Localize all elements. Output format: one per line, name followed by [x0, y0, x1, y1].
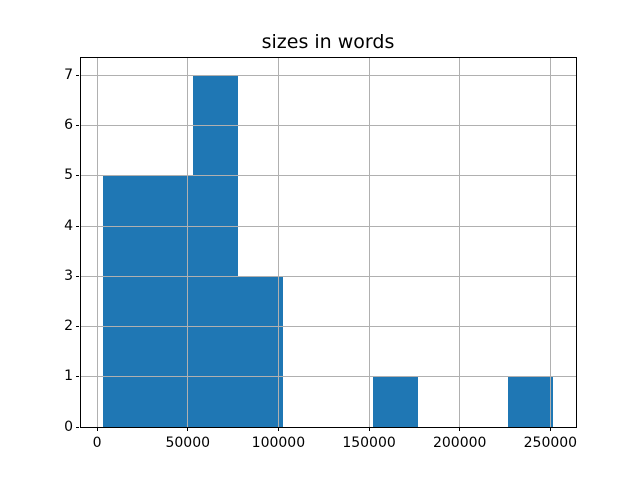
y-gridline	[80, 376, 576, 378]
x-tick-label: 150000	[342, 435, 396, 451]
histogram-bar	[192, 75, 238, 428]
x-gridline	[96, 57, 98, 428]
x-gridline	[368, 57, 370, 428]
y-tick	[75, 426, 79, 428]
y-tick	[75, 275, 79, 277]
y-tick	[75, 376, 79, 378]
y-tick-label: 3	[64, 267, 73, 284]
y-tick-label: 4	[64, 217, 73, 234]
x-tick	[459, 427, 461, 432]
x-gridline	[549, 57, 551, 428]
x-tick	[277, 427, 279, 432]
x-tick-label: 200000	[432, 435, 487, 451]
x-tick	[96, 427, 98, 432]
y-gridline	[80, 225, 576, 227]
x-tick-label: 0	[92, 435, 102, 451]
histogram-bar	[102, 175, 148, 428]
x-gridline	[459, 57, 461, 428]
y-tick	[75, 326, 79, 328]
y-tick	[75, 74, 79, 76]
y-tick-label: 7	[64, 66, 73, 83]
y-tick	[75, 124, 79, 126]
histogram-bar	[373, 376, 419, 428]
x-gridline	[277, 57, 279, 428]
y-tick-label: 5	[64, 167, 73, 184]
y-tick-label: 6	[64, 116, 73, 133]
x-tick	[187, 427, 189, 432]
y-tick	[75, 175, 79, 177]
x-tick-label: 100000	[251, 435, 306, 451]
x-tick-label: 50000	[165, 435, 211, 451]
y-gridline	[80, 275, 576, 277]
y-gridline	[80, 326, 576, 328]
chart-title: sizes in words	[261, 31, 395, 53]
x-tick	[368, 427, 370, 432]
y-tick	[75, 225, 79, 227]
histogram-bar	[147, 175, 193, 428]
x-tick-label: 250000	[523, 435, 578, 451]
histogram-bar	[237, 276, 283, 428]
x-gridline	[187, 57, 189, 428]
x-tick	[549, 427, 551, 432]
y-gridline	[80, 74, 576, 76]
y-gridline	[80, 124, 576, 126]
y-tick-label: 2	[64, 318, 73, 335]
y-tick-label: 1	[64, 368, 73, 385]
y-gridline	[80, 175, 576, 177]
histogram-bar	[508, 376, 554, 428]
y-tick-label: 0	[64, 418, 73, 435]
